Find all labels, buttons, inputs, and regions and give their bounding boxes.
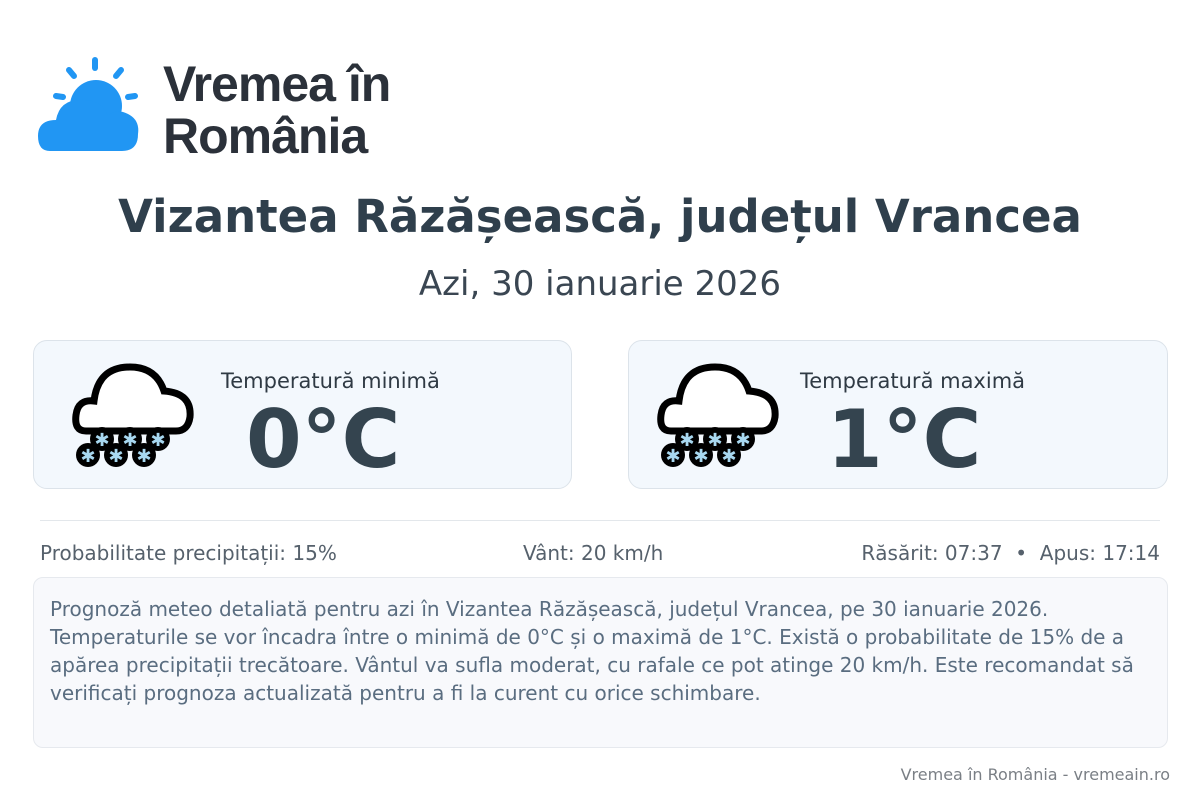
svg-text:✱: ✱ bbox=[80, 446, 95, 467]
brand-name: Vremea în România bbox=[163, 56, 391, 164]
footer-credit: Vremea în România - vremeain.ro bbox=[900, 765, 1170, 784]
forecast-date: Azi, 30 ianuarie 2026 bbox=[418, 264, 782, 304]
max-temp-value: 1°C bbox=[827, 393, 982, 486]
svg-text:✱: ✱ bbox=[108, 446, 123, 467]
svg-text:✱: ✱ bbox=[94, 430, 109, 451]
svg-text:✱: ✱ bbox=[721, 446, 736, 467]
sun-cloud-logo-icon bbox=[38, 57, 139, 151]
svg-text:✱: ✱ bbox=[693, 446, 708, 467]
svg-text:✱: ✱ bbox=[122, 430, 137, 451]
snow-cloud-icon: ✱ ✱ ✱✱ ✱ ✱ bbox=[657, 363, 779, 467]
min-temp-label: Temperatură minimă bbox=[221, 369, 440, 393]
divider bbox=[40, 520, 1160, 521]
forecast-description: Prognoză meteo detaliată pentru azi în V… bbox=[33, 577, 1168, 748]
svg-text:✱: ✱ bbox=[150, 430, 165, 451]
max-temp-card: ✱ ✱ ✱ ✱ ✱ ✱ Temperatură maximă 1°C bbox=[628, 340, 1168, 489]
svg-text:✱: ✱ bbox=[136, 446, 151, 467]
brand-line1: Vremea în bbox=[163, 56, 391, 112]
min-temp-card: ✱ ✱ ✱ ✱ ✱ ✱ Temperatură minimă 0°C bbox=[33, 340, 572, 489]
wind-speed: Vânt: 20 km/h bbox=[523, 541, 664, 565]
min-temp-value: 0°C bbox=[246, 393, 401, 486]
max-temp-label: Temperatură maximă bbox=[800, 369, 1026, 393]
precipitation-probability: Probabilitate precipitații: 15% bbox=[40, 541, 337, 565]
svg-text:✱: ✱ bbox=[679, 430, 694, 451]
page-title: Vizantea Răzășească, județul Vrancea bbox=[118, 190, 1082, 243]
brand-line2: România bbox=[163, 108, 368, 164]
snow-cloud-icon: ✱ ✱ ✱✱ ✱ ✱ bbox=[72, 363, 194, 467]
sunrise-sunset: Răsărit: 07:37 • Apus: 17:14 bbox=[861, 541, 1160, 565]
svg-text:✱: ✱ bbox=[735, 430, 750, 451]
svg-text:✱: ✱ bbox=[707, 430, 722, 451]
svg-text:✱: ✱ bbox=[665, 446, 680, 467]
